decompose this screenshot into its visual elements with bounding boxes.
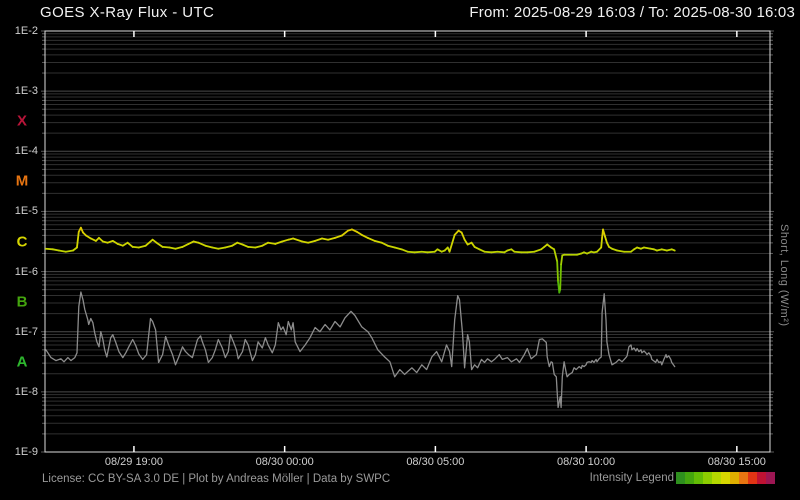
intensity-legend-swatch: [739, 472, 748, 484]
intensity-legend-swatch: [712, 472, 721, 484]
y-tick-label: 1E-5: [14, 205, 38, 218]
flux-class-B: B: [16, 293, 28, 311]
intensity-legend-swatch: [694, 472, 703, 484]
y-tick-label: 1E-9: [14, 446, 38, 458]
short-flux-line: [45, 291, 676, 409]
flux-class-C: C: [16, 233, 28, 250]
grid-major-lines: [45, 90, 770, 393]
y-tick-label: 1E-3: [14, 85, 38, 98]
x-tick-label: 08/30 10:00: [557, 456, 616, 468]
intensity-legend-swatch: [766, 472, 775, 484]
page-title: GOES X-Ray Flux - UTC: [40, 4, 215, 21]
y-tick-label: 1E-6: [14, 265, 38, 278]
intensity-legend-swatch: [685, 472, 694, 484]
plot-frame: [44, 30, 771, 453]
y-tick-label: 1E-8: [14, 385, 38, 398]
intensity-legend-swatch: [757, 472, 766, 484]
time-ticks: [133, 31, 738, 452]
flux-class-M: M: [15, 172, 29, 190]
intensity-legend-swatch: [676, 472, 685, 484]
y-tick-label: 1E-7: [14, 325, 38, 338]
intensity-legend: Intensity Legend: [590, 472, 775, 484]
x-tick-label: 08/30 00:00: [255, 456, 314, 468]
flux-class-X: X: [16, 112, 27, 130]
intensity-legend-swatch: [703, 472, 712, 484]
intensity-legend-swatch: [730, 472, 739, 484]
right-axis-label: Short, Long (W/m²): [778, 224, 790, 327]
intensity-legend-bar: [676, 472, 775, 484]
x-tick-label: 08/30 05:00: [406, 456, 465, 468]
x-tick-label: 08/30 15:00: [707, 456, 766, 468]
time-range-label: From: 2025-08-29 16:03 / To: 2025-08-30 …: [469, 4, 795, 21]
flux-class-A: A: [16, 353, 28, 371]
y-tick-label: 1E-2: [14, 25, 38, 37]
grid-minor-lines: [45, 33, 770, 435]
long-flux-line: [45, 226, 676, 294]
x-tick-label: 08/29 19:00: [104, 456, 163, 468]
intensity-legend-swatch: [748, 472, 757, 484]
intensity-legend-label: Intensity Legend: [589, 472, 674, 484]
y-tick-label: 1E-4: [14, 145, 38, 158]
intensity-legend-swatch: [721, 472, 730, 484]
license-text: License: CC BY-SA 3.0 DE | Plot by Andre…: [42, 473, 391, 485]
left-axis-minor-ticks: [41, 30, 45, 453]
